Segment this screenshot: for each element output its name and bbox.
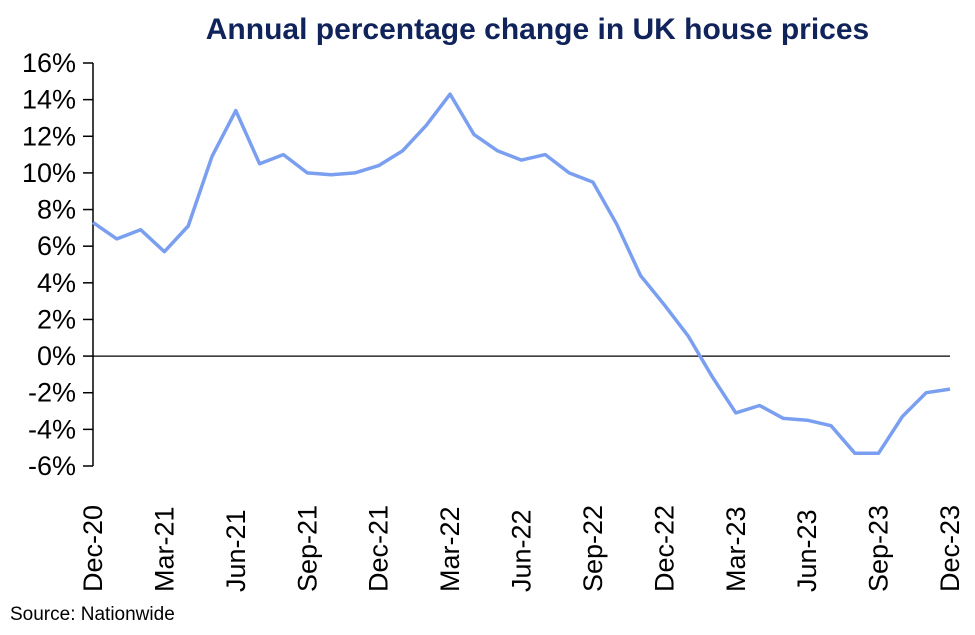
x-axis-tick-label: Sep-23	[864, 505, 894, 592]
x-axis-tick-label: Jun-21	[221, 509, 251, 592]
y-axis-tick-label: 16%	[22, 48, 76, 78]
y-axis-tick-label: -4%	[28, 414, 76, 444]
source-note: Source: Nationwide	[10, 604, 175, 625]
y-axis-tick-label: 0%	[37, 341, 76, 371]
y-axis-tick-label: -2%	[28, 378, 76, 408]
x-axis-tick-label: Dec-21	[364, 505, 394, 592]
chart-title: Annual percentage change in UK house pri…	[205, 13, 870, 46]
x-axis-tick-label: Mar-22	[435, 506, 465, 592]
y-axis-tick-label: 2%	[37, 304, 76, 334]
x-axis-tick-label: Jun-23	[792, 509, 822, 592]
y-axis-tick-label: 6%	[37, 231, 76, 261]
x-axis-tick-label: Mar-23	[721, 506, 751, 592]
y-axis-tick-label: 4%	[37, 268, 76, 298]
y-axis-tick-label: 8%	[37, 195, 76, 225]
x-axis-tick-label: Dec-20	[78, 505, 108, 592]
x-axis-tick-label: Sep-22	[578, 505, 608, 592]
series-line-annual-change	[92, 92, 951, 455]
y-axis-tick-label: -6%	[28, 451, 76, 481]
x-axis-tick-label: Dec-22	[649, 505, 679, 592]
y-axis-tick-label: 14%	[22, 85, 76, 115]
x-axis-tick-label: Dec-23	[935, 505, 965, 592]
x-axis-tick-label: Jun-22	[507, 509, 537, 592]
x-axis-tick-label: Sep-21	[292, 505, 322, 592]
y-axis-tick-label: 12%	[22, 121, 76, 151]
y-axis-tick-label: 10%	[22, 158, 76, 188]
x-axis-tick-label: Mar-21	[149, 506, 179, 592]
